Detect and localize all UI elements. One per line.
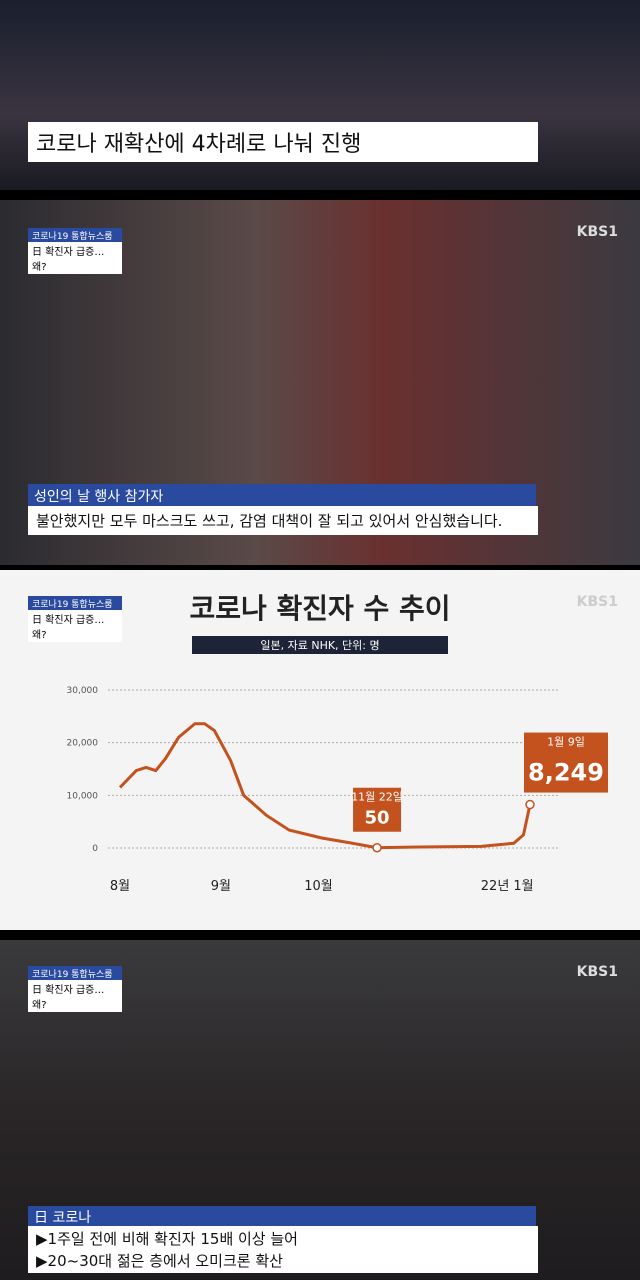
point-label: 1월 9일: [547, 735, 585, 749]
badge-sub: 日 확진자 급증…왜?: [28, 980, 122, 1012]
badge-sub: 日 확진자 급증…왜?: [28, 610, 122, 642]
photo-frame: 코로나19 통합뉴스룸 日 확진자 급증…왜? KBS1 日 코로나 ▶1주일 …: [0, 940, 640, 1280]
logo: KBS1: [576, 224, 618, 240]
logo: KBS1: [576, 964, 618, 980]
x-tick-label: 10월: [304, 879, 333, 894]
x-tick-label: 9월: [211, 879, 231, 894]
chart: 코로나 확진자 수 추이 일본, 자료 NHK, 단위: 명 0 10,000 20…: [67, 592, 608, 894]
point: [525, 799, 535, 810]
x-tick-label: 8월: [110, 879, 130, 894]
value-label: 8,249: [528, 759, 604, 787]
news-title: 日 코로나: [28, 1206, 536, 1228]
y-tick-label: 10,000: [67, 791, 99, 801]
logo: KBS1: [576, 594, 618, 610]
value-label: 50: [365, 808, 390, 829]
point: [372, 842, 382, 853]
news-line: ▶20~30대 젊은 층에서 오미크론 확산: [28, 1248, 538, 1273]
x-tick-label: 22년 1월: [481, 879, 534, 894]
news-line: ▶1주일 전에 비해 확진자 15배 이상 늘어: [28, 1226, 538, 1251]
line: [118, 722, 532, 850]
subtitle-bg: [192, 636, 448, 654]
badge-sub: 日 확진자 급증…왜?: [28, 242, 122, 274]
photo-frame: 코로나19 통합뉴스룸 日 확진자 급증…왜? KBS1 성인의 날 행사 참가…: [0, 200, 640, 565]
quote: 불안했지만 모두 마스크도 쓰고, 감염 대책이 잘 되고 있어서 안심했습니다…: [28, 506, 538, 535]
badge: 코로나19 통합뉴스룸: [28, 966, 122, 981]
point-label: 11월 22일: [351, 790, 403, 804]
y-tick-label: 30,000: [67, 686, 99, 696]
chart-subtitle: 일본, 자료 NHK, 단위: 명: [260, 638, 379, 652]
y-tick-label: 0: [92, 844, 98, 854]
y-tick-label: 20,000: [67, 739, 99, 749]
label-box: [524, 732, 608, 793]
photo-frame: 코로나 재확산에 4차례로 나눠 진행: [0, 0, 640, 190]
caption: 코로나 재확산에 4차례로 나눠 진행: [28, 122, 538, 162]
badge: 코로나19 통합뉴스룸: [28, 596, 122, 611]
chart-title: 코로나 확진자 수 추이: [189, 592, 450, 625]
label-box: [353, 787, 402, 832]
badge: 코로나19 통합뉴스룸: [28, 228, 122, 243]
speaker: 성인의 날 행사 참가자: [28, 484, 536, 508]
